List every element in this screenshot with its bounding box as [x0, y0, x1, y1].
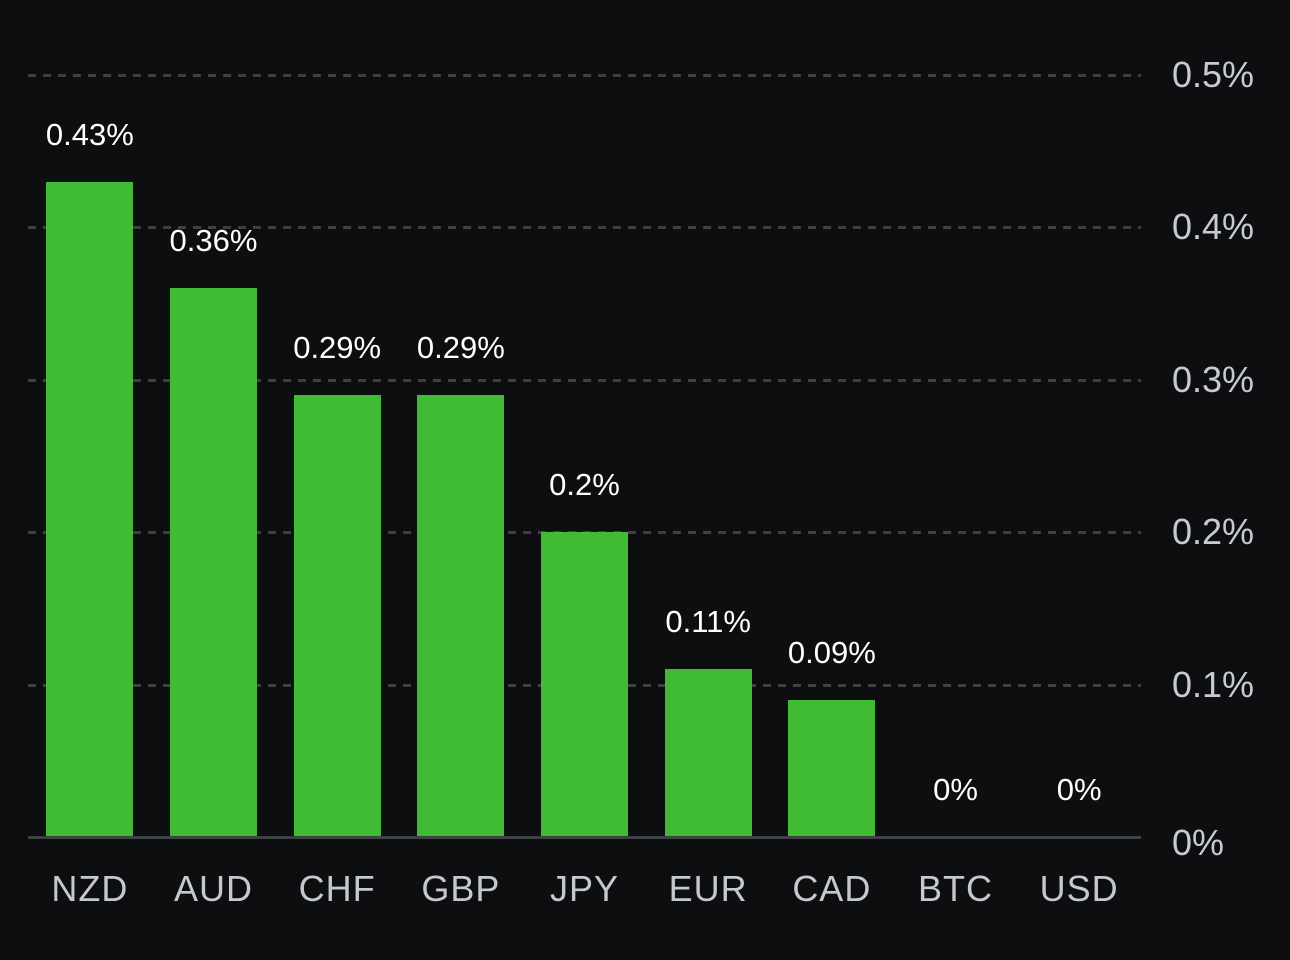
y-axis-tick-label: 0.3%: [1172, 358, 1255, 400]
value-label-AUD: 0.36%: [169, 223, 258, 259]
value-label-CAD: 0.09%: [787, 634, 876, 670]
y-axis-tick-label: 0%: [1172, 822, 1225, 863]
value-label-CHF: 0.29%: [293, 330, 382, 366]
gridline-0.5%: [28, 74, 1141, 77]
bar-JPY: [541, 532, 628, 836]
x-axis-label-BTC: BTC: [918, 868, 993, 909]
bar-NZD: [46, 181, 134, 836]
value-label-JPY: 0.2%: [549, 467, 620, 503]
y-axis-tick-label: 0.2%: [1172, 511, 1255, 553]
value-label-USD: 0%: [1056, 772, 1102, 807]
y-axis-tick-label: 0.4%: [1172, 206, 1255, 248]
gridline-0.4%: [28, 226, 1141, 230]
value-label-GBP: 0.29%: [416, 330, 505, 366]
y-axis-tick-label: 0.1%: [1172, 663, 1255, 705]
x-axis-label-CHF: CHF: [298, 868, 376, 909]
x-axis-label-JPY: JPY: [549, 868, 620, 909]
gridline-0.3%: [28, 378, 1141, 382]
x-axis-label-USD: USD: [1039, 868, 1119, 909]
x-axis-label-GBP: GBP: [421, 868, 501, 909]
bar-EUR: [664, 669, 752, 836]
value-label-NZD: 0.43%: [45, 116, 134, 152]
bar-AUD: [170, 288, 257, 836]
x-axis-label-AUD: AUD: [173, 868, 253, 909]
x-axis-line: [28, 836, 1141, 839]
x-axis-label-NZD: NZD: [51, 868, 129, 909]
x-axis-label-CAD: CAD: [792, 868, 872, 909]
x-axis-label-EUR: EUR: [668, 868, 748, 909]
bar-GBP: [417, 395, 505, 836]
y-axis-tick-label: 0.5%: [1172, 54, 1255, 95]
bar-CHF: [293, 395, 381, 836]
bar-CAD: [788, 699, 876, 836]
value-label-EUR: 0.11%: [665, 604, 751, 640]
value-label-BTC: 0%: [933, 772, 978, 807]
